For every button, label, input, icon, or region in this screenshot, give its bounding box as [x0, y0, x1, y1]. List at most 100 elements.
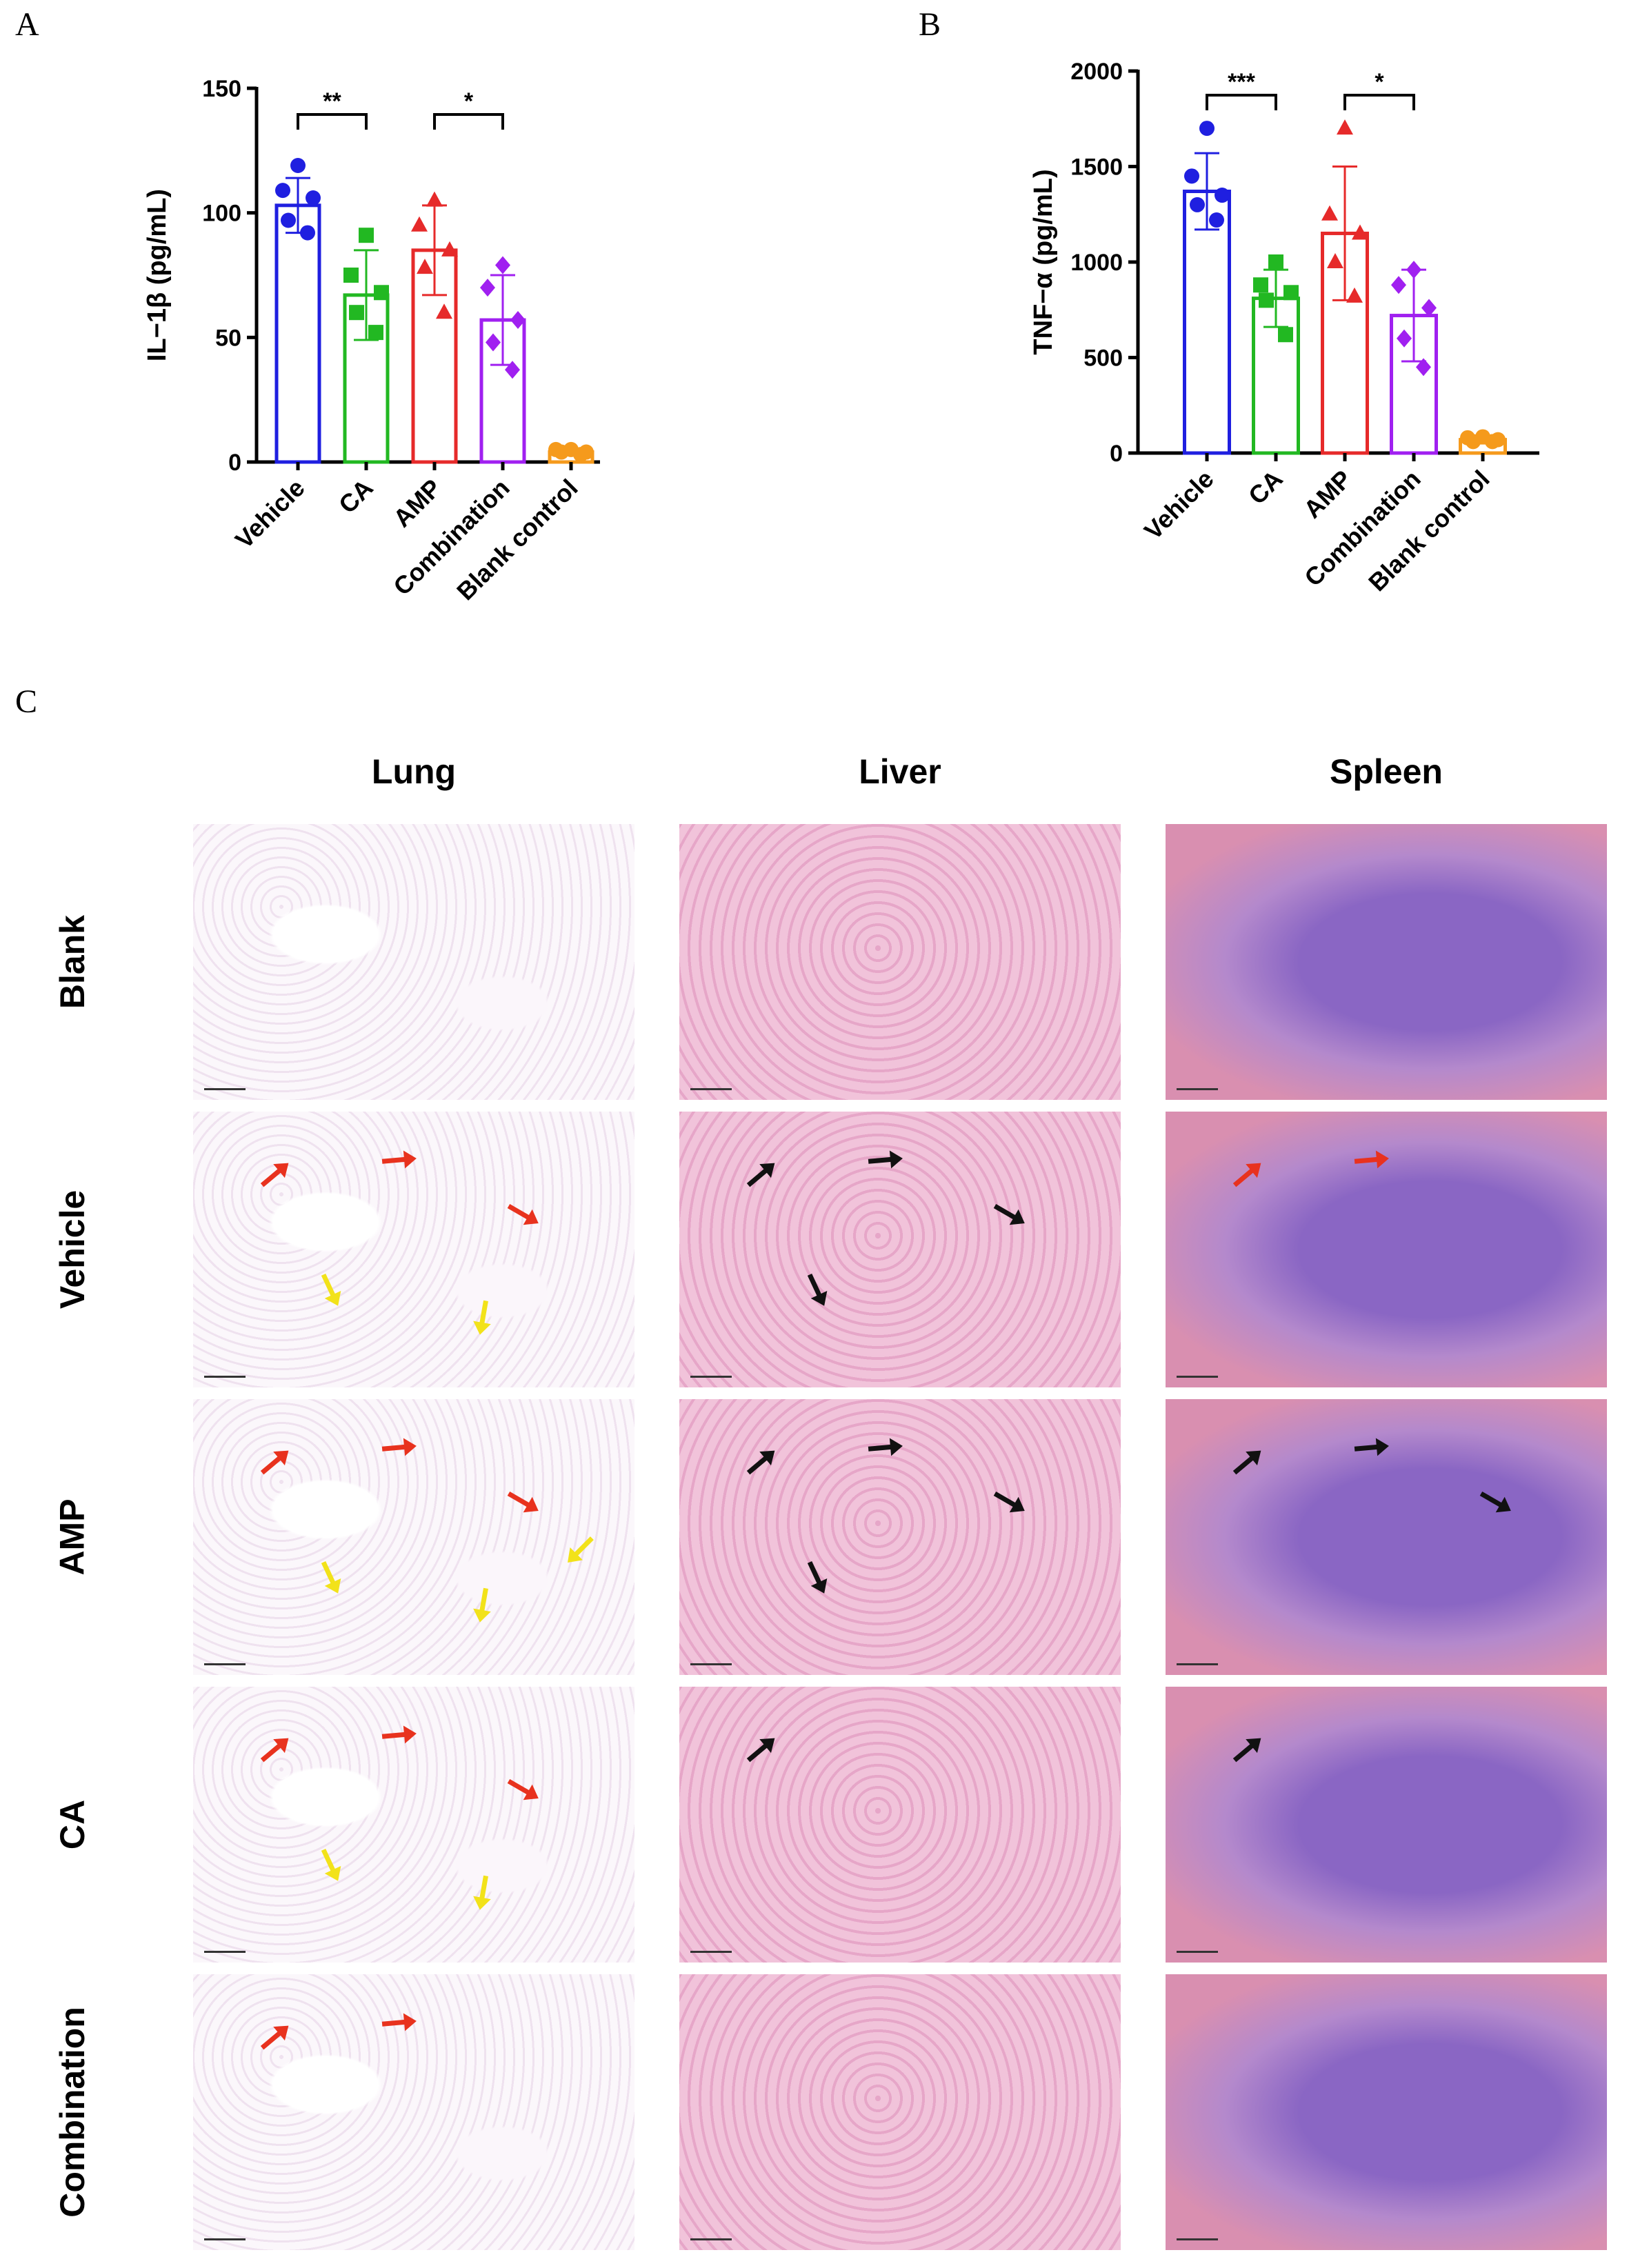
row-heading-amp: AMP	[52, 1498, 92, 1576]
red-arrow-icon	[381, 1150, 417, 1169]
panel-b-letter: B	[919, 6, 941, 43]
histology-spleen-amp	[1166, 1399, 1607, 1675]
scale-bar	[1177, 1663, 1218, 1665]
column-heading-lung: Lung	[371, 752, 457, 791]
data-point	[359, 228, 374, 243]
bar-group	[1252, 254, 1300, 455]
data-point	[1209, 212, 1224, 228]
yellow-arrow-icon	[321, 1848, 341, 1881]
y-tick-label: 2000	[1070, 59, 1123, 85]
bar-group	[1390, 261, 1438, 455]
data-point	[1466, 434, 1481, 450]
data-point	[1184, 168, 1199, 184]
black-arrow-icon	[807, 1273, 828, 1306]
yellow-arrow-icon	[473, 1300, 491, 1335]
data-point	[349, 305, 364, 321]
histology-lung-vehicle	[193, 1112, 634, 1387]
data-point	[1416, 358, 1431, 377]
black-arrow-icon	[746, 1163, 775, 1187]
x-tick-label: CA	[333, 474, 379, 519]
y-tick-label: 500	[1083, 345, 1123, 372]
significance-bracket	[297, 113, 368, 130]
bar-group	[1321, 119, 1369, 455]
histology-spleen-blank	[1166, 824, 1607, 1100]
black-arrow-icon	[868, 1438, 903, 1456]
black-arrow-icon	[746, 1738, 775, 1763]
data-point	[1321, 205, 1338, 221]
x-tick-label: AMP	[388, 474, 447, 533]
row-heading-combination: Combination	[53, 2007, 92, 2218]
y-tick-label: 50	[215, 325, 241, 351]
x-tick-label: Vehicle	[230, 474, 310, 554]
data-point	[554, 444, 569, 460]
black-arrow-icon	[1479, 1491, 1511, 1513]
significance-bracket	[1343, 94, 1415, 110]
bar-group	[548, 441, 594, 464]
black-arrow-icon	[993, 1203, 1025, 1225]
scale-bar	[1177, 2238, 1218, 2240]
data-point	[417, 259, 433, 274]
y-tick-label: 1500	[1070, 154, 1123, 181]
data-point	[1283, 285, 1299, 301]
y-tick-label: 1000	[1070, 250, 1123, 276]
red-arrow-icon	[507, 1491, 539, 1513]
bar-group	[343, 228, 390, 464]
histology-liver-vehicle	[679, 1112, 1121, 1387]
scale-bar	[690, 1663, 732, 1665]
data-point	[1278, 327, 1293, 343]
yellow-arrow-icon	[473, 1587, 491, 1623]
data-point	[1346, 287, 1363, 303]
data-point	[300, 225, 315, 241]
red-arrow-icon	[507, 1203, 539, 1225]
data-point	[573, 447, 588, 463]
bar-group	[1459, 429, 1507, 455]
column-heading-spleen: Spleen	[1330, 752, 1443, 791]
scale-bar	[690, 2238, 732, 2240]
data-point	[1259, 292, 1274, 308]
black-arrow-icon	[807, 1560, 828, 1594]
histology-spleen-combination	[1166, 1974, 1607, 2250]
histology-spleen-vehicle	[1166, 1112, 1607, 1387]
data-point	[1485, 434, 1500, 450]
data-point	[495, 256, 510, 274]
data-point	[306, 190, 321, 205]
histology-liver-combination	[679, 1974, 1121, 2250]
histology-spleen-ca	[1166, 1687, 1607, 1963]
data-point	[281, 212, 296, 228]
scale-bar	[1177, 1376, 1218, 1378]
scale-bar	[204, 1088, 246, 1090]
data-point	[368, 325, 383, 341]
yellow-arrow-icon	[473, 1875, 491, 1910]
red-arrow-icon	[260, 1450, 289, 1475]
data-point	[1190, 197, 1205, 212]
data-point	[1397, 329, 1412, 348]
red-arrow-icon	[260, 1163, 289, 1187]
column-heading-liver: Liver	[859, 752, 941, 791]
black-arrow-icon	[1232, 1738, 1261, 1763]
y-tick-label: 0	[228, 450, 241, 476]
bar-group	[274, 158, 321, 464]
data-point	[1253, 277, 1268, 293]
significance-bracket	[1206, 94, 1277, 110]
data-point	[1215, 188, 1230, 203]
significance-label: *	[1375, 69, 1384, 95]
black-arrow-icon	[746, 1450, 775, 1475]
data-point	[1391, 276, 1406, 294]
histology-liver-amp	[679, 1399, 1121, 1675]
tnfa-bar-chart: 0 500 1000 1500 2000 TNF−α (pg/mL) Vehicle CA AM…	[1029, 59, 1539, 597]
panel-a-letter: A	[15, 6, 39, 43]
data-point	[343, 268, 359, 283]
scale-bar	[690, 1088, 732, 1090]
x-tick-label: Blank control	[1363, 465, 1495, 597]
row-heading-blank: Blank	[52, 914, 92, 1010]
yellow-arrow-icon	[321, 1560, 341, 1594]
panel-c-letter: C	[15, 683, 38, 720]
bar-group	[479, 256, 526, 464]
scale-bar	[204, 1951, 246, 1953]
scale-bar	[690, 1376, 732, 1378]
black-arrow-icon	[993, 1491, 1025, 1513]
data-point	[441, 241, 458, 257]
data-point	[1352, 224, 1368, 240]
data-point	[480, 279, 495, 297]
red-arrow-icon	[260, 1738, 289, 1763]
